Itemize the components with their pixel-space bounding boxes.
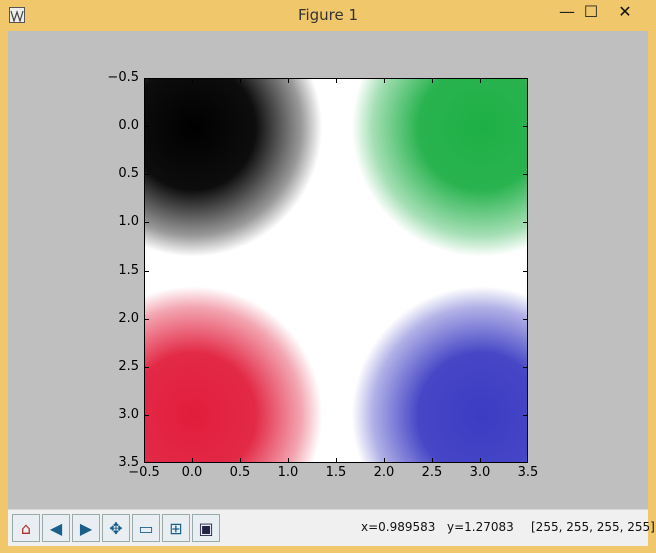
x-tick-label: 0.0: [181, 465, 203, 480]
window-title: Figure 1: [297, 6, 359, 24]
x-tick-mark: [192, 78, 193, 83]
x-tick-mark: [480, 458, 481, 463]
cursor-x-readout: x=0.989583: [361, 520, 436, 534]
y-tick-mark: [144, 271, 149, 272]
title-bar[interactable]: Figure 1 — ☐ ✕: [0, 0, 656, 30]
y-tick-mark: [144, 222, 149, 223]
x-tick-mark: [288, 458, 289, 463]
back-arrow-icon: ◀: [49, 518, 63, 538]
y-tick-label: 0.5: [118, 166, 139, 182]
navigation-toolbar: ⌂ ◀ ▶ ✥ ▭ ⊞ ▣ x=0.989583 y=1.27083 [255, 255, …: [8, 509, 655, 546]
y-tick-mark: [144, 319, 149, 320]
app-icon: [9, 7, 25, 23]
pan-button[interactable]: ✥: [102, 514, 130, 542]
pixel-blue: [333, 268, 527, 462]
y-tick-mark: [523, 222, 528, 223]
y-tick-label: 3.0: [118, 406, 139, 422]
y-tick-mark: [523, 415, 528, 416]
pan-icon: ✥: [109, 518, 123, 538]
x-tick-label: 1.0: [277, 465, 299, 480]
save-button[interactable]: ▣: [192, 514, 220, 542]
x-tick-mark: [288, 78, 289, 83]
x-tick-label: 3.0: [469, 465, 491, 480]
x-tick-label: 2.0: [373, 465, 395, 480]
y-tick-mark: [144, 367, 149, 368]
y-tick-label: 1.5: [118, 262, 139, 278]
y-tick-label: 2.0: [118, 310, 139, 326]
back-arrow-button[interactable]: ◀: [42, 514, 70, 542]
home-button[interactable]: ⌂: [12, 514, 40, 542]
maximize-button[interactable]: ☐: [583, 2, 599, 21]
y-tick-mark: [523, 319, 528, 320]
x-tick-mark: [192, 458, 193, 463]
configure-subplots-button[interactable]: ⊞: [162, 514, 190, 542]
forward-arrow-icon: ▶: [79, 518, 93, 538]
pixel-red: [145, 268, 341, 462]
x-tick-mark: [480, 78, 481, 83]
pixel-black: [145, 79, 341, 275]
forward-arrow-button[interactable]: ▶: [72, 514, 100, 542]
y-tick-label: 3.5: [118, 455, 139, 470]
minimize-button[interactable]: —: [559, 2, 575, 21]
cursor-y-readout: y=1.27083: [447, 520, 514, 534]
save-icon: ▣: [198, 518, 214, 538]
x-tick-label: 0.5: [229, 465, 251, 480]
x-tick-label: 1.5: [325, 465, 347, 480]
y-tick-mark: [144, 415, 149, 416]
x-tick-mark: [384, 458, 385, 463]
y-tick-mark: [523, 174, 528, 175]
image-axes[interactable]: [144, 78, 528, 463]
x-tick-mark: [336, 78, 337, 83]
y-tick-label: 0.0: [118, 118, 139, 134]
x-tick-label: 2.5: [421, 465, 443, 480]
x-tick-mark: [336, 458, 337, 463]
x-tick-label: 3.5: [517, 465, 539, 480]
x-tick-mark: [384, 78, 385, 83]
zoom-to-rectangle-icon: ▭: [138, 518, 154, 538]
y-tick-mark: [144, 126, 149, 127]
zoom-to-rectangle-button[interactable]: ▭: [132, 514, 160, 542]
close-button[interactable]: ✕: [618, 2, 632, 21]
home-icon: ⌂: [20, 518, 32, 538]
y-tick-mark: [144, 174, 149, 175]
configure-subplots-icon: ⊞: [169, 518, 183, 538]
y-tick-mark: [523, 126, 528, 127]
x-tick-mark: [432, 78, 433, 83]
pixel-green: [333, 79, 527, 275]
x-tick-mark: [432, 458, 433, 463]
x-tick-mark: [240, 458, 241, 463]
x-tick-label: −0.5: [128, 465, 160, 480]
y-tick-label: 1.0: [118, 214, 139, 230]
y-tick-label: −0.5: [107, 70, 139, 85]
y-tick-mark: [523, 367, 528, 368]
y-tick-mark: [523, 271, 528, 272]
y-tick-label: 2.5: [118, 358, 139, 374]
pixel-value-readout: [255, 255, 255, 255]: [531, 520, 655, 534]
x-tick-mark: [240, 78, 241, 83]
